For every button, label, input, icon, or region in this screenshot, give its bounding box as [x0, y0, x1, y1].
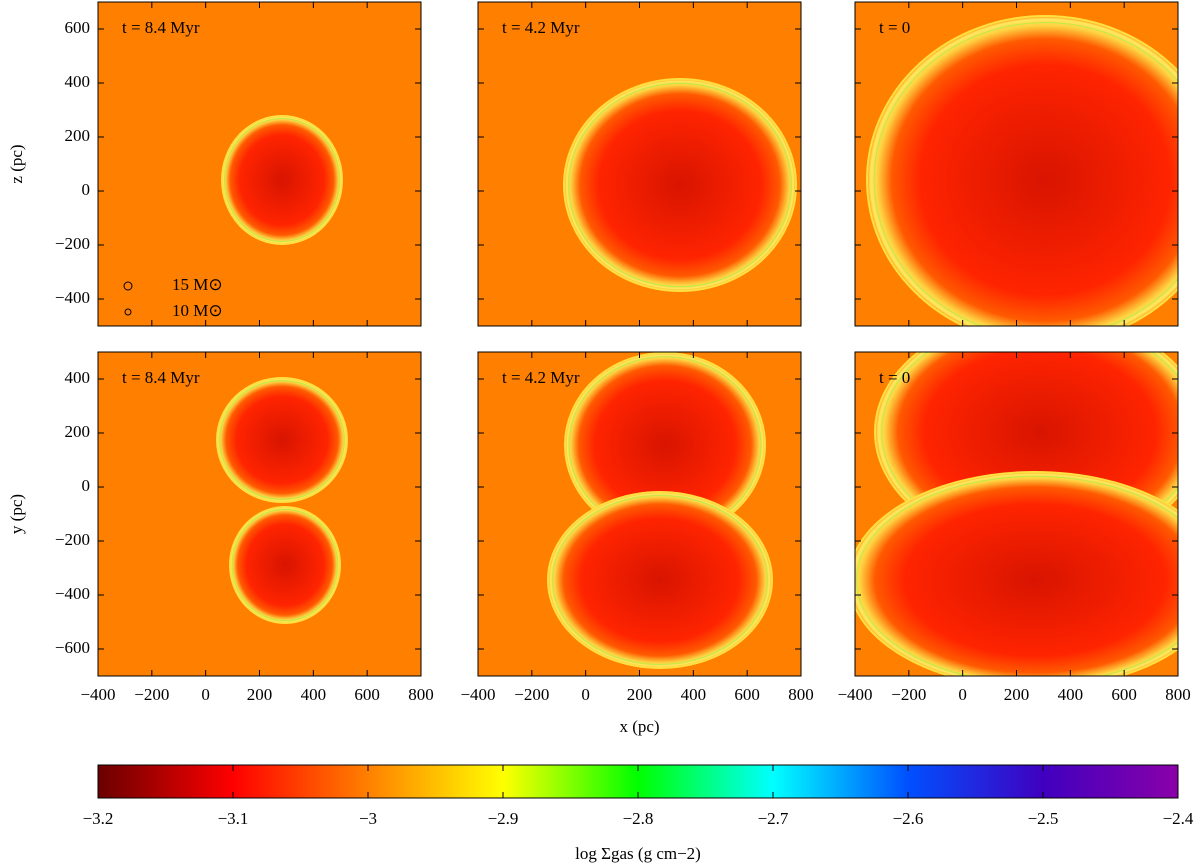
- colorbar-tick-label: −2.9: [488, 809, 519, 828]
- colorbar-tick-label: −2.6: [893, 809, 924, 828]
- bubble-shell: [219, 379, 346, 501]
- x-tick-label: −400: [80, 685, 115, 704]
- bubble-shell: [873, 22, 1178, 326]
- colorbar-tick-label: −3.2: [83, 809, 114, 828]
- x-tick-label: 400: [1058, 685, 1084, 704]
- bubble: [229, 506, 341, 624]
- y-tick-label: 600: [65, 18, 91, 37]
- colorbar-label: log Σgas (g cm−2): [575, 844, 701, 863]
- x-tick-label: 800: [408, 685, 434, 704]
- bubble: [221, 115, 343, 245]
- x-tick-label: 200: [247, 685, 273, 704]
- x-tick-label: −200: [514, 685, 549, 704]
- bubble-shell: [855, 475, 1178, 676]
- bubbles: [563, 78, 797, 292]
- x-tick-label: 400: [301, 685, 327, 704]
- colorbar-tick-label: −3.1: [218, 809, 249, 828]
- x-tick-label: 0: [958, 685, 967, 704]
- bubbles: [855, 352, 1178, 676]
- x-axis-label: x (pc): [619, 717, 659, 736]
- y-tick-label: −600: [55, 638, 90, 657]
- bubble: [547, 491, 773, 669]
- x-tick-label: −400: [460, 685, 495, 704]
- x-tick-label: 400: [681, 685, 707, 704]
- x-tick-label: 800: [1165, 685, 1191, 704]
- y-tick-label: 200: [65, 422, 91, 441]
- bubble-shell: [223, 117, 341, 243]
- y-tick-label: 0: [82, 476, 91, 495]
- y-tick-label: −200: [55, 530, 90, 549]
- x-tick-label: 200: [1004, 685, 1030, 704]
- panel-annotation: t = 8.4 Myr: [122, 368, 200, 387]
- colorbar-tick-label: −2.7: [758, 809, 789, 828]
- panel-annotation: t = 0: [879, 18, 910, 37]
- bubble: [866, 15, 1178, 326]
- x-tick-label: 800: [788, 685, 814, 704]
- panel-annotation: t = 4.2 Myr: [502, 368, 580, 387]
- bubbles: [221, 115, 343, 245]
- panel-annotation: t = 0: [879, 368, 910, 387]
- colorbar-tick-label: −2.4: [1163, 809, 1194, 828]
- legend-label: 10 M⊙: [172, 301, 223, 320]
- bubble: [216, 377, 348, 503]
- x-tick-label: −400: [837, 685, 872, 704]
- x-tick-label: 0: [581, 685, 590, 704]
- bubbles: [547, 352, 773, 669]
- colorbar-tick-label: −2.8: [623, 809, 654, 828]
- x-tick-label: 600: [1111, 685, 1137, 704]
- colorbar-tick-label: −2.5: [1028, 809, 1059, 828]
- x-tick-label: 600: [734, 685, 760, 704]
- y-tick-label: 400: [65, 72, 91, 91]
- y-tick-label: 0: [82, 180, 91, 199]
- bubble-shell: [551, 494, 769, 666]
- y-tick-label: −400: [55, 288, 90, 307]
- bubble: [855, 471, 1178, 676]
- bubble-shell: [231, 508, 339, 622]
- legend-symbol: [123, 281, 133, 291]
- panel-annotation: t = 4.2 Myr: [502, 18, 580, 37]
- legend-label: 15 M⊙: [172, 275, 223, 294]
- y-axis-label: z (pc): [7, 144, 26, 183]
- legend-symbol: [124, 308, 132, 316]
- x-tick-label: 0: [201, 685, 210, 704]
- y-axis-label: y (pc): [7, 494, 26, 534]
- y-tick-label: −200: [55, 234, 90, 253]
- x-tick-label: −200: [134, 685, 169, 704]
- x-tick-label: −200: [891, 685, 926, 704]
- x-tick-label: 200: [627, 685, 653, 704]
- bubble: [563, 78, 797, 292]
- panel-annotation: t = 8.4 Myr: [122, 18, 200, 37]
- x-tick-label: 600: [354, 685, 380, 704]
- y-tick-label: 400: [65, 368, 91, 387]
- bubbles: [866, 15, 1178, 326]
- colorbar-tick-label: −3: [359, 809, 377, 828]
- y-tick-label: −400: [55, 584, 90, 603]
- y-tick-label: 200: [65, 126, 91, 145]
- bubble-shell: [568, 82, 792, 288]
- bubbles: [216, 377, 348, 624]
